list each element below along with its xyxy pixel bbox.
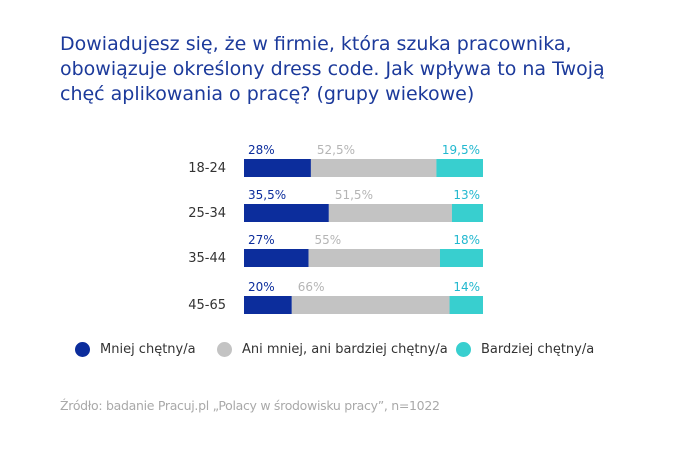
data-label-neutral: 51,5%	[335, 188, 373, 202]
chart-title-line: Dowiadujesz się, że w firmie, która szuk…	[60, 33, 572, 55]
legend-item-mniej: Mniej chętny/a	[75, 342, 196, 357]
bar-segment-bardziej	[436, 159, 483, 177]
data-label-mniej: 35,5%	[248, 188, 286, 202]
bar-segment-neutral	[310, 159, 437, 177]
data-label-bardziej: 18%	[453, 233, 480, 247]
chart-title-line: chęć aplikowania o pracę? (grupy wiekowe…	[60, 83, 475, 105]
legend-swatch	[456, 342, 471, 357]
bar-segment-neutral	[308, 249, 440, 267]
chart-title: Dowiadujesz się, że w firmie, która szuk…	[60, 32, 660, 107]
data-label-mniej: 27%	[248, 233, 275, 247]
source-note: Źródło: badanie Pracuj.pl „Polacy w środ…	[60, 398, 440, 413]
bar-segment-mniej	[244, 159, 311, 177]
data-label-mniej: 20%	[248, 280, 275, 294]
bar-segment-bardziej	[439, 249, 483, 267]
data-label-neutral: 66%	[298, 280, 325, 294]
legend-label: Ani mniej, ani bardziej chętny/a	[242, 342, 448, 357]
chart-title-line: obowiązuje określony dress code. Jak wpł…	[60, 58, 605, 80]
bar-segment-mniej	[244, 249, 309, 267]
category-label: 45-65	[188, 298, 226, 313]
bar-segment-bardziej	[449, 296, 483, 314]
data-label-bardziej: 14%	[453, 280, 480, 294]
stacked-bar-chart: 18-24 28% 52,5% 19,5% 25-34 35,5% 51,5% 13% 35-4…	[188, 143, 483, 314]
bar-segment-mniej	[244, 296, 292, 314]
data-label-neutral: 52,5%	[317, 143, 355, 157]
legend-item-neutral: Ani mniej, ani bardziej chętny/a	[217, 342, 448, 357]
data-label-bardziej: 19,5%	[442, 143, 480, 157]
data-label-mniej: 28%	[248, 143, 275, 157]
legend-swatch	[217, 342, 232, 357]
legend-swatch	[75, 342, 90, 357]
legend-label: Bardziej chętny/a	[481, 342, 595, 357]
bar-segment-bardziej	[451, 204, 483, 222]
legend-item-bardziej: Bardziej chętny/a	[456, 342, 594, 357]
category-label: 25-34	[188, 206, 226, 221]
category-label: 18-24	[188, 161, 226, 176]
bar-segment-neutral	[291, 296, 450, 314]
bar-segment-mniej	[244, 204, 329, 222]
data-label-bardziej: 13%	[453, 188, 480, 202]
legend-label: Mniej chętny/a	[100, 342, 196, 357]
data-label-neutral: 55%	[315, 233, 342, 247]
bar-segment-neutral	[328, 204, 452, 222]
category-label: 35-44	[188, 251, 226, 266]
